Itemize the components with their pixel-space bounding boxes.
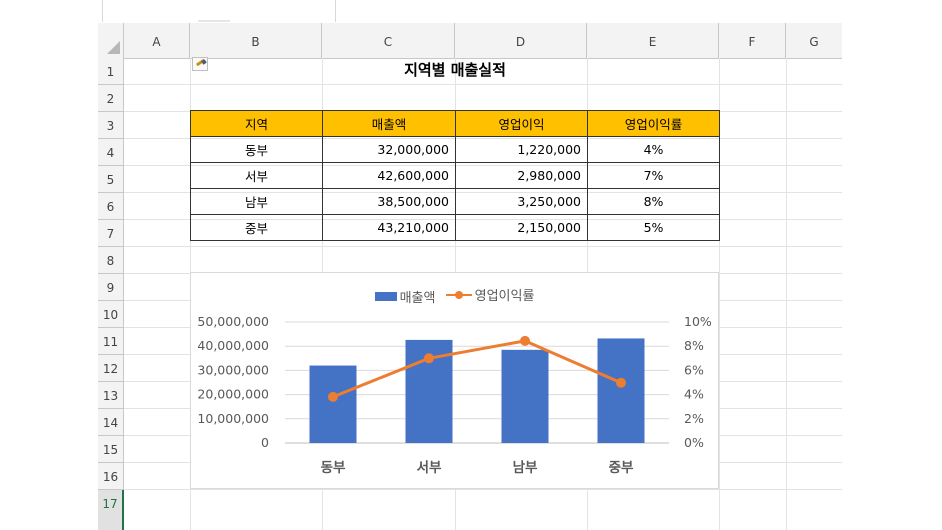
x-axis-category-label[interactable]: 동부 bbox=[321, 460, 346, 476]
bar-4[interactable] bbox=[597, 338, 645, 443]
x-axis-category-label[interactable]: 중부 bbox=[609, 460, 634, 476]
right-axis-tick-label[interactable]: 8% bbox=[684, 338, 704, 353]
cell-region[interactable]: 동부 bbox=[190, 136, 323, 163]
cell-margin[interactable]: 5% bbox=[587, 214, 720, 241]
sales-table: 지역 매출액 영업이익 영업이익률 동부 32,000,000 1,220,00… bbox=[190, 110, 720, 241]
table-row: 서부 42,600,000 2,980,000 7% bbox=[190, 162, 720, 189]
left-axis-tick-label[interactable]: 30,000,000 bbox=[197, 362, 269, 377]
row-header-8[interactable]: 8 bbox=[98, 247, 124, 274]
table-header-row: 지역 매출액 영업이익 영업이익률 bbox=[190, 110, 720, 137]
row-header-14[interactable]: 14 bbox=[98, 409, 124, 436]
row-header-4[interactable]: 4 bbox=[98, 139, 124, 166]
row-header-9[interactable]: 9 bbox=[98, 274, 124, 301]
cell-margin[interactable]: 7% bbox=[587, 162, 720, 189]
margin-point-1[interactable] bbox=[328, 391, 338, 402]
column-header-c[interactable]: C bbox=[322, 23, 455, 58]
cell-profit[interactable]: 3,250,000 bbox=[455, 188, 588, 215]
toolbar-remnant bbox=[98, 0, 842, 22]
left-axis-tick-label[interactable]: 20,000,000 bbox=[197, 387, 269, 402]
cell-margin[interactable]: 4% bbox=[587, 136, 720, 163]
header-margin[interactable]: 영업이익률 bbox=[587, 110, 720, 137]
table-row: 중부 43,210,000 2,150,000 5% bbox=[190, 214, 720, 241]
combo-chart[interactable]: 매출액 영업이익률 0 0% 10,000,000 2% 20,000,000 4% 30,… bbox=[190, 272, 719, 489]
cell-profit[interactable]: 2,980,000 bbox=[455, 162, 588, 189]
paste-options-icon[interactable] bbox=[192, 57, 208, 71]
legend-item-margin[interactable]: 영업이익률 bbox=[445, 285, 535, 304]
row-header-2[interactable]: 2 bbox=[98, 85, 124, 112]
margin-line[interactable] bbox=[332, 339, 622, 399]
row-header-5[interactable]: 5 bbox=[98, 166, 124, 193]
cell-profit[interactable]: 1,220,000 bbox=[455, 136, 588, 163]
column-header-g[interactable]: G bbox=[809, 35, 819, 49]
margin-point-2[interactable] bbox=[424, 353, 434, 364]
row-header-17[interactable]: 17 bbox=[98, 490, 124, 530]
row-header-6[interactable]: 6 bbox=[98, 193, 124, 220]
sheet-title[interactable]: 지역별 매출실적 bbox=[404, 61, 506, 79]
row-header-1[interactable]: 1 bbox=[98, 58, 124, 85]
chart-legend[interactable]: 매출액 영업이익률 bbox=[191, 285, 718, 306]
right-axis-tick-label[interactable]: 2% bbox=[684, 411, 704, 426]
cell-profit[interactable]: 2,150,000 bbox=[455, 214, 588, 241]
right-axis-tick-label[interactable]: 6% bbox=[684, 362, 704, 377]
cell-sales[interactable]: 32,000,000 bbox=[322, 136, 456, 163]
chart-plot[interactable]: 0 0% 10,000,000 2% 20,000,000 4% 30,000,000 6% 4… bbox=[191, 273, 718, 488]
column-header-a[interactable]: A bbox=[124, 23, 190, 58]
column-header-row: A B C D E F G bbox=[98, 23, 842, 59]
cell-region[interactable]: 서부 bbox=[190, 162, 323, 189]
right-axis-tick-label[interactable]: 10% bbox=[684, 314, 712, 329]
header-sales[interactable]: 매출액 bbox=[322, 110, 456, 137]
x-axis-category-label[interactable]: 남부 bbox=[513, 459, 538, 476]
legend-label-sales: 매출액 bbox=[399, 290, 436, 306]
header-region[interactable]: 지역 bbox=[190, 110, 323, 137]
column-header-d[interactable]: D bbox=[455, 23, 587, 58]
cell-sales[interactable]: 42,600,000 bbox=[322, 162, 456, 189]
table-row: 남부 38,500,000 3,250,000 8% bbox=[190, 188, 720, 215]
column-header-b[interactable]: B bbox=[190, 23, 322, 58]
right-axis-tick-label[interactable]: 0% bbox=[684, 435, 704, 450]
left-axis-tick-label[interactable]: 50,000,000 bbox=[197, 314, 269, 329]
row-header-7[interactable]: 7 bbox=[98, 220, 124, 247]
select-all-button[interactable] bbox=[98, 23, 124, 58]
row-header-11[interactable]: 11 bbox=[98, 328, 124, 355]
row-header-10[interactable]: 10 bbox=[98, 301, 124, 328]
margin-point-3[interactable] bbox=[520, 335, 530, 346]
column-header-e[interactable]: E bbox=[587, 23, 719, 58]
bar-3[interactable] bbox=[501, 349, 549, 443]
left-axis-tick-label[interactable]: 0 bbox=[261, 435, 269, 450]
header-profit[interactable]: 영업이익 bbox=[455, 110, 588, 137]
margin-point-4[interactable] bbox=[616, 377, 626, 388]
table-row: 동부 32,000,000 1,220,000 4% bbox=[190, 136, 720, 163]
left-axis-tick-label[interactable]: 40,000,000 bbox=[197, 338, 269, 353]
legend-label-margin: 영업이익률 bbox=[474, 289, 535, 304]
row-header-13[interactable]: 13 bbox=[98, 382, 124, 409]
row-header-12[interactable]: 12 bbox=[98, 355, 124, 382]
column-header-f[interactable]: F bbox=[719, 23, 786, 58]
cell-sales[interactable]: 43,210,000 bbox=[322, 214, 456, 241]
cell-region[interactable]: 남부 bbox=[190, 188, 323, 215]
cell-region[interactable]: 중부 bbox=[190, 214, 323, 241]
legend-item-sales[interactable]: 매출액 bbox=[374, 287, 436, 306]
row-header-15[interactable]: 15 bbox=[98, 436, 124, 463]
right-axis-tick-label[interactable]: 4% bbox=[684, 387, 704, 402]
x-axis-category-label[interactable]: 서부 bbox=[417, 460, 442, 476]
row-header-16[interactable]: 16 bbox=[98, 463, 124, 490]
cell-margin[interactable]: 8% bbox=[587, 188, 720, 215]
legend-bar-swatch bbox=[374, 291, 397, 301]
left-axis-tick-label[interactable]: 10,000,000 bbox=[197, 411, 269, 426]
bar-1[interactable] bbox=[309, 365, 357, 443]
cell-sales[interactable]: 38,500,000 bbox=[322, 188, 456, 215]
row-header-3[interactable]: 3 bbox=[98, 112, 124, 139]
legend-line-swatch bbox=[445, 289, 472, 301]
